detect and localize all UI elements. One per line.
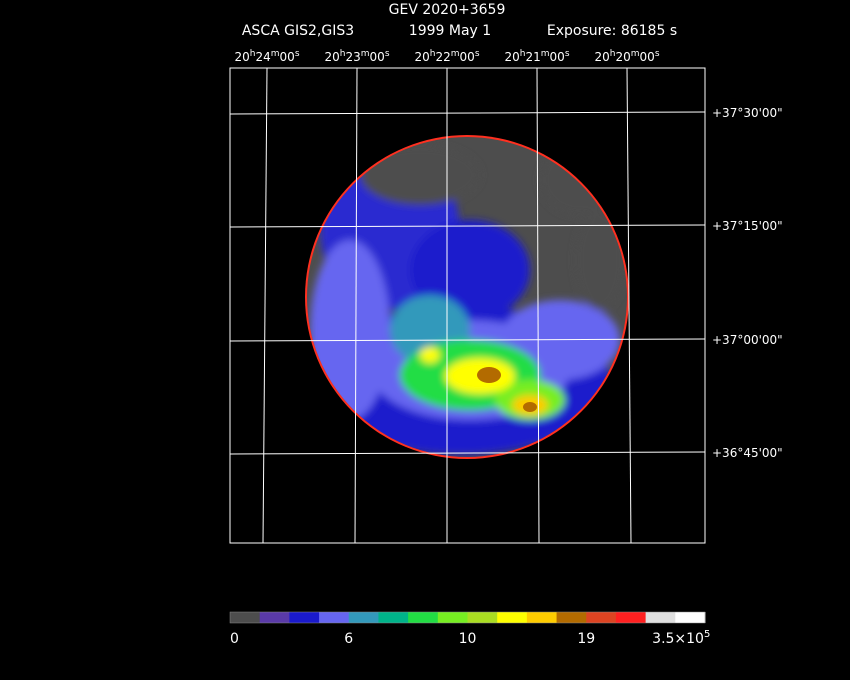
colorbar-cell — [586, 612, 617, 623]
ra-label: 20h20m00s — [594, 49, 659, 64]
superscript: s — [295, 49, 300, 59]
shape — [410, 220, 530, 320]
text-part: 00 — [550, 50, 565, 64]
shape — [360, 145, 480, 205]
shape — [229, 224, 706, 228]
colorbar-label: 10 — [459, 631, 477, 647]
text-part: 0 — [230, 631, 239, 647]
text-part: 20 — [324, 50, 339, 64]
text-part: 00 — [280, 50, 295, 64]
colorbar-cell — [645, 612, 676, 623]
title: GEV 2020+3659 — [389, 2, 506, 18]
colorbar-frame — [229, 611, 706, 624]
ra-label: 20h23m00s — [324, 49, 389, 64]
text-part: 19 — [577, 631, 595, 647]
shape — [229, 111, 706, 115]
colorbar-label: 6 — [344, 631, 353, 647]
shape — [626, 67, 632, 544]
colorbar-cell — [408, 612, 439, 623]
text-part: 3.5×10 — [652, 631, 704, 647]
colorbar-cell — [319, 612, 350, 623]
shape — [229, 451, 706, 455]
text-part: 00 — [640, 50, 655, 64]
image-frame — [229, 67, 706, 544]
colorbar-label: 19 — [577, 631, 595, 647]
text-part: 20 — [594, 50, 609, 64]
ra-label: 20h21m00s — [504, 49, 569, 64]
superscript: h — [430, 49, 436, 59]
ra-label: 20h24m00s — [234, 49, 299, 64]
colorbar-cell — [259, 612, 290, 623]
superscript: m — [451, 49, 460, 59]
text-part: 24 — [255, 50, 270, 64]
colorbar-cell — [467, 612, 498, 623]
shape — [575, 210, 625, 310]
text-part: 20 — [615, 50, 630, 64]
superscript: h — [340, 49, 346, 59]
superscript: m — [631, 49, 640, 59]
text-part: 20 — [504, 50, 519, 64]
disk — [307, 137, 627, 457]
superscript: m — [541, 49, 550, 59]
text-part: 23 — [345, 50, 360, 64]
superscript: h — [250, 49, 256, 59]
hot-spot — [523, 402, 537, 412]
shape — [229, 338, 706, 342]
text-part: 21 — [525, 50, 540, 64]
colorbar-cell — [497, 612, 528, 623]
shape — [262, 67, 268, 544]
superscript: s — [385, 49, 390, 59]
colorbar-label: 3.5×105 — [652, 629, 710, 647]
text-part: 00 — [370, 50, 385, 64]
colorbar-cell — [526, 612, 558, 623]
dec-label: +36°45'00" — [712, 446, 783, 460]
superscript: 5 — [704, 629, 710, 640]
superscript: s — [475, 49, 480, 59]
date: 1999 May 1 — [409, 23, 491, 39]
colorbar-cell — [348, 612, 379, 623]
colorbar: 0 6 10 19 3.5×105 — [229, 611, 710, 647]
superscript: s — [655, 49, 660, 59]
colorbar-cell — [289, 612, 320, 623]
shape — [420, 347, 440, 363]
colorbar-label: 0 — [230, 631, 239, 647]
colorbar-cell — [556, 612, 587, 623]
superscript: s — [565, 49, 570, 59]
text-part: 20 — [414, 50, 429, 64]
hot-spot — [477, 367, 501, 383]
text-part: 00 — [460, 50, 475, 64]
coordinate-grid — [229, 67, 706, 544]
colorbar-cell — [378, 612, 409, 623]
superscript: m — [361, 49, 370, 59]
superscript: h — [520, 49, 526, 59]
dec-label: +37°15'00" — [712, 219, 783, 233]
shape — [354, 67, 358, 544]
dec-labels: +37°30'00" +37°15'00" +37°00'00" +36°45'00" — [712, 106, 783, 460]
colorbar-cell — [437, 612, 468, 623]
exposure: Exposure: 86185 s — [547, 23, 677, 39]
shape — [540, 145, 620, 215]
superscript: h — [610, 49, 616, 59]
ra-labels: 20h24m00s 20h23m00s 20h22m00s 20h21m00s 20h2… — [234, 49, 659, 64]
colorbar-cell — [675, 612, 706, 623]
text-part: 10 — [459, 631, 477, 647]
colorbar-cell — [615, 612, 647, 623]
instrument: ASCA GIS2,GIS3 — [242, 23, 354, 39]
ra-label: 20h22m00s — [414, 49, 479, 64]
xray-image — [305, 135, 629, 459]
colorbar-cell — [230, 612, 261, 623]
text-part: 20 — [234, 50, 249, 64]
dec-label: +37°00'00" — [712, 333, 783, 347]
text-part: 6 — [344, 631, 353, 647]
dec-label: +37°30'00" — [712, 106, 783, 120]
shape — [536, 67, 540, 544]
shape — [310, 240, 390, 420]
superscript: m — [271, 49, 280, 59]
text-part: 22 — [435, 50, 450, 64]
